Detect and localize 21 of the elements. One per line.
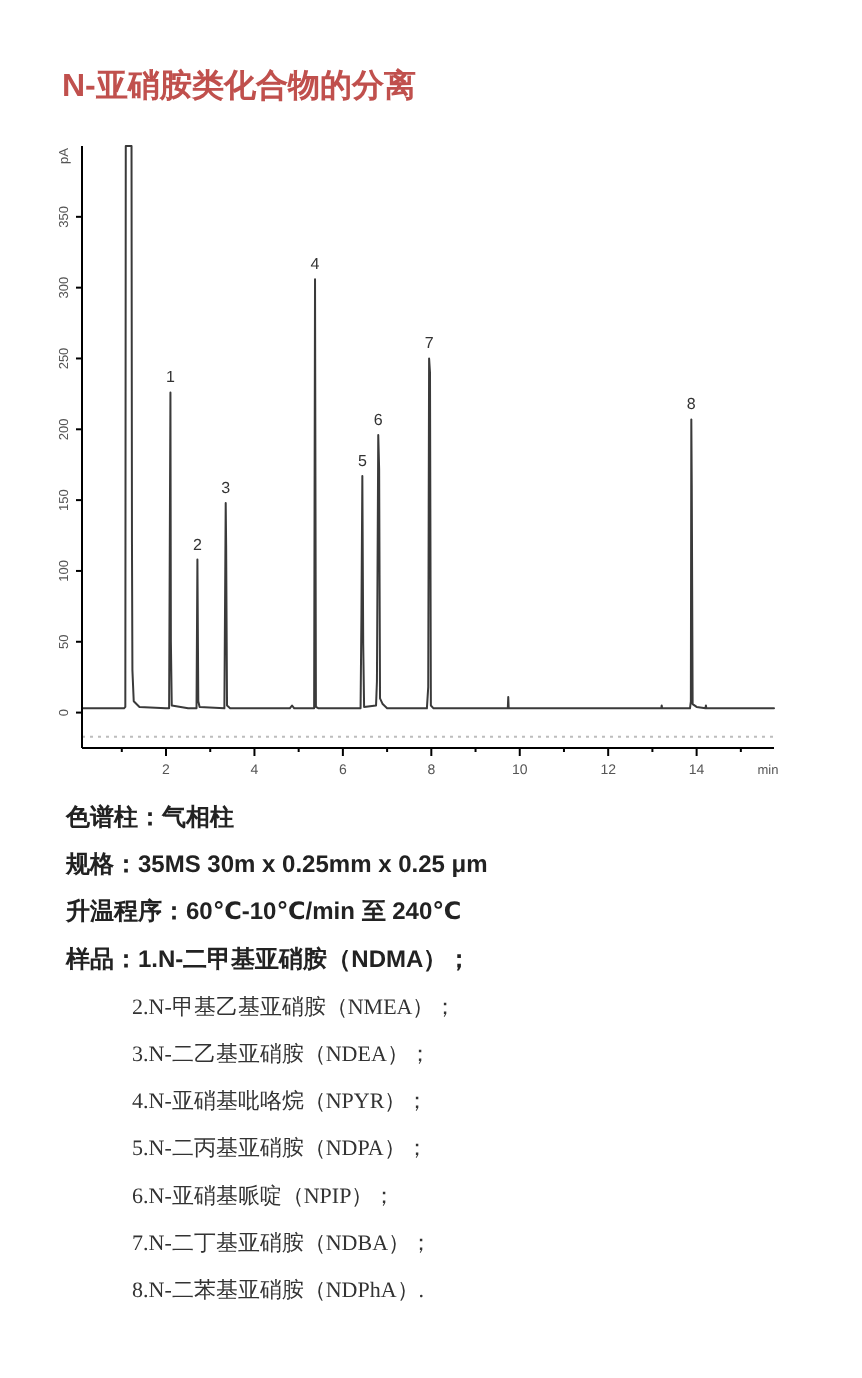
annotation: 2 (192, 535, 203, 554)
text: 7.N-二丁基亚硝胺（NDBA）； (132, 1229, 433, 1256)
annotation: 1 (165, 368, 176, 387)
text: 色谱柱：气相柱 (64, 803, 234, 831)
text: 5.N-二丙基亚硝胺（NDPA）； (132, 1135, 428, 1162)
text: 8.N-二苯基亚硝胺（NDPhA）. (132, 1277, 425, 1303)
text: 3.N-二乙基亚硝胺（NDEA）； (132, 1041, 431, 1067)
line-series (81, 145, 775, 710)
text: 升温程序：60℃-10℃/min 至 240℃ (64, 897, 462, 926)
text: 4.N-亚硝基吡咯烷（NPYR）； (132, 1088, 429, 1115)
annotation: 8 (686, 395, 697, 414)
text: 规格：35MS 30m x 0.25mm x 0.25 μm (64, 850, 488, 879)
text: 6.N-亚硝基哌啶（NPIP）； (132, 1182, 396, 1209)
annotation: 7 (424, 334, 435, 353)
text: 2.N-甲基乙基亚硝胺（NMEA）； (132, 993, 457, 1020)
annotation: 3 (221, 478, 232, 497)
text: 样品：1.N-二甲基亚硝胺（NDMA）； (64, 944, 472, 973)
annotation: 5 (357, 452, 368, 471)
annotation: 4 (310, 255, 321, 274)
annotation: 6 (373, 410, 384, 429)
chart-title: N-亚硝胺类化合物的分离 (62, 66, 416, 104)
